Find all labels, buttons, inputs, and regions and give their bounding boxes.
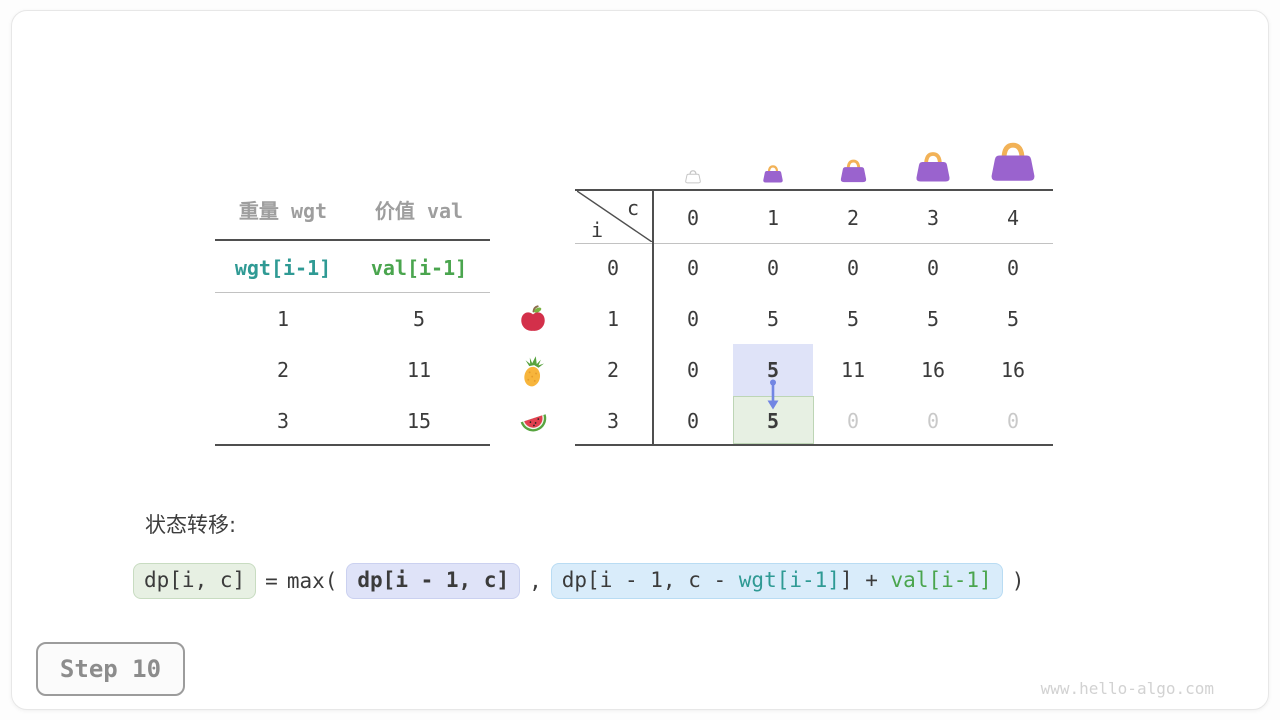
formula-segment-dark: dp[i - 1, c - [561,568,739,593]
dp-col-header: 4 [1006,206,1020,230]
dp-cell: 5 [846,307,860,331]
item-weight-value: 3 [276,409,290,433]
corner-row-variable: i [590,218,604,242]
watermark: www.hello-algo.com [1040,679,1214,698]
dp-row-header: 2 [606,358,620,382]
item-value-value: 5 [412,307,426,331]
dp-cell: 0 [686,358,700,382]
max-open: max( [286,569,338,593]
figure-card [11,10,1269,710]
close-paren: ) [1011,569,1025,593]
dp-col-header: 3 [926,206,940,230]
dp-col-header: 0 [686,206,700,230]
comma: , [529,569,542,593]
items-col-header: 价值 val [374,199,464,223]
item-weight-value: 2 [276,358,290,382]
dp-col-header: 1 [766,206,780,230]
bag-icon [987,140,1039,188]
dp-cell: 16 [1000,358,1026,382]
item-weight-value: 1 [276,307,290,331]
transition-formula: dp[i, c] = max( dp[i - 1, c] , dp[i - 1,… [133,563,1024,599]
equals-sign: = [265,569,278,593]
item-value-value: 15 [406,409,432,433]
transition-arrow-icon [767,379,779,410]
val-formula-label: val[i-1] [370,256,468,280]
dp-cell: 5 [1006,307,1020,331]
bag-icon [913,150,953,188]
dp-col-header: 2 [846,206,860,230]
dp-cell: 0 [766,256,780,280]
bag-icon [761,164,785,188]
dp-cell: 0 [686,307,700,331]
dp-previous-chip: dp[i - 1, c] [346,563,521,599]
dp-table-top-rule [575,189,1053,191]
transition-label: 状态转移: [145,513,237,537]
dp-cell: 0 [686,256,700,280]
dp-row-header: 0 [606,256,620,280]
bag-ghost-icon [684,169,702,188]
items-table-top-rule [215,239,490,241]
dp-table-header-rule [575,243,1053,244]
items-table-mid-rule [215,292,490,293]
item-value-value: 11 [406,358,432,382]
items-table-bottom-rule [215,444,490,446]
apple-icon [518,304,548,338]
dp-cell: 5 [926,307,940,331]
formula-segment-green: val[i-1] [890,568,992,593]
dp-cell: 0 [686,409,700,433]
formula-segment-dark: ] [839,568,853,593]
dp-cell: 0 [926,256,940,280]
dp-row-header: 1 [606,307,620,331]
dp-cell: 5 [766,307,780,331]
dp-cell: 11 [840,358,866,382]
dp-cell: 0 [1006,409,1020,433]
pineapple-icon [518,355,548,393]
corner-diagonal-line [577,191,652,242]
dp-cell: 0 [926,409,940,433]
dp-current-chip: dp[i, c] [133,563,257,599]
items-col-header: 重量 wgt [238,199,328,223]
formula-segment-dark: + [852,568,891,593]
dp-cell: 0 [846,409,860,433]
dp-cell: 16 [920,358,946,382]
dp-cell: 0 [846,256,860,280]
dp-table-vertical-rule [652,189,654,446]
watermelon-icon [518,406,550,440]
dp-row-header: 3 [606,409,620,433]
dp-cell: 5 [766,358,780,382]
dp-take-item-chip: dp[i - 1, c - wgt[i-1]] + val[i-1] [550,563,1003,599]
dp-cell: 0 [1006,256,1020,280]
step-indicator: Step 10 [36,642,185,696]
bag-icon [838,158,869,188]
corner-col-variable: c [626,196,640,220]
step-label: Step 10 [59,655,162,683]
formula-segment-teal: wgt[i-1] [738,568,840,593]
dp-table-bottom-rule [575,444,1053,446]
dp-cell: 5 [766,409,780,433]
wgt-formula-label: wgt[i-1] [234,256,332,280]
